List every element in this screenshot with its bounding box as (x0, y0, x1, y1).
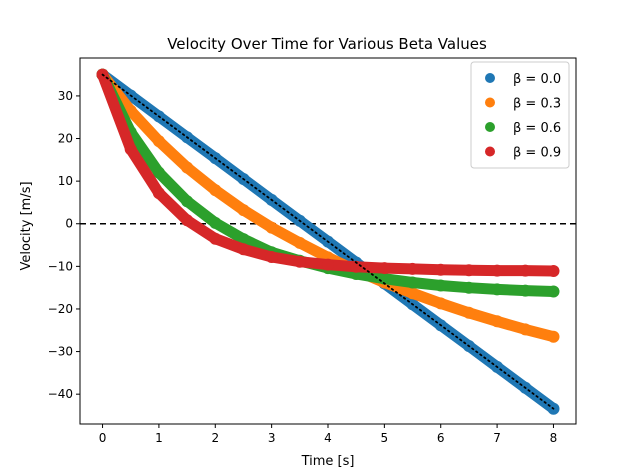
x-tick-label: 4 (324, 431, 332, 445)
legend: β = 0.0 β = 0.3 β = 0.6 β = 0.9 (470, 61, 570, 169)
legend-marker-2 (485, 122, 495, 132)
legend-marker-3 (485, 146, 495, 157)
x-tick-label: 2 (211, 431, 219, 445)
series-3-point (181, 214, 194, 227)
x-tick-label: 5 (381, 431, 389, 445)
ticks-layer: 0 1 2 3 4 5 6 7 8 −40 −30 −20 −10 0 10 20 30 (48, 89, 558, 445)
series-1-point (293, 236, 306, 249)
series-2-point (152, 166, 165, 179)
series-1-point (491, 315, 504, 328)
series-3-point (293, 255, 306, 268)
series-2-point (209, 216, 222, 229)
dotted-reference-line (101, 73, 555, 410)
series-2-point (181, 195, 194, 208)
y-tick-label: 0 (65, 217, 73, 231)
series-3-point (406, 262, 419, 275)
series-3-point (378, 262, 391, 275)
y-tick-label: 30 (58, 89, 73, 103)
x-tick-label: 7 (493, 431, 501, 445)
legend-label-0: β = 0.0 (513, 72, 561, 87)
series-1-point (152, 135, 165, 148)
chart-title: Velocity Over Time for Various Beta Valu… (167, 35, 487, 53)
series-2-point (519, 284, 532, 297)
legend-label-2: β = 0.6 (513, 121, 561, 136)
x-tick-label: 0 (99, 431, 107, 445)
series-2-point (547, 285, 560, 298)
legend-label-1: β = 0.3 (513, 97, 561, 112)
y-tick-label: −20 (48, 302, 73, 316)
series-2-point (237, 233, 250, 246)
series-3-point (322, 258, 334, 271)
series-3-point (124, 143, 137, 156)
series-3-point (265, 251, 278, 263)
legend-box (470, 61, 570, 169)
series-1-point (462, 306, 475, 319)
series-2-point (406, 276, 419, 289)
series-3-point (350, 260, 363, 273)
series-3-point (491, 264, 504, 277)
series-3-point (152, 187, 165, 200)
legend-marker-0 (485, 73, 495, 83)
series-1-point (547, 330, 560, 343)
x-tick-label: 3 (268, 431, 276, 445)
legend-marker-1 (485, 97, 495, 108)
series-3-point (209, 232, 222, 245)
y-tick-label: 20 (58, 132, 73, 146)
series-2-point (378, 272, 391, 285)
series-3-point (462, 264, 475, 277)
series-3 (96, 68, 560, 277)
y-tick-label: −10 (48, 259, 73, 273)
series-1-point (265, 221, 278, 234)
y-axis-label: Velocity [m/s] (19, 181, 34, 270)
series-1-point (519, 323, 532, 336)
y-tick-label: 10 (58, 174, 73, 188)
series-2-point (462, 281, 475, 294)
series-3-point (519, 264, 532, 277)
series-1-point (434, 297, 447, 310)
x-axis-label: Time [s] (301, 454, 355, 469)
series-2-point (491, 283, 504, 296)
series-1-point (406, 287, 419, 300)
series-1-point (181, 161, 194, 174)
y-tick-label: −30 (48, 345, 73, 359)
x-tick-label: 6 (437, 431, 445, 445)
y-tick-label: −40 (48, 387, 73, 401)
series-1-point (209, 184, 222, 197)
legend-label-3: β = 0.9 (513, 146, 561, 161)
plot-area (79, 57, 577, 425)
x-tick-label: 8 (550, 431, 558, 445)
series-3-point (434, 263, 447, 276)
series-2-point (434, 279, 447, 292)
series-3-point (237, 243, 250, 256)
series-1-point (237, 204, 250, 217)
series-3-point (547, 265, 560, 277)
x-tick-label: 1 (155, 431, 163, 445)
